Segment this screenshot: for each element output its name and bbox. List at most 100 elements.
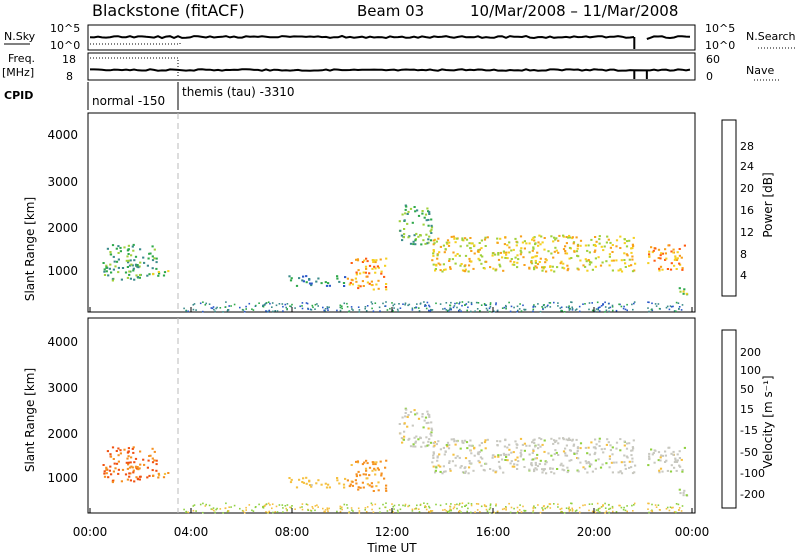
power-cell — [328, 284, 331, 287]
power-cell — [550, 252, 553, 255]
power-cell — [322, 306, 324, 309]
power-cell — [557, 302, 559, 304]
velocity-cell — [452, 438, 455, 441]
power-cell — [384, 305, 387, 307]
velocity-cell — [284, 505, 287, 507]
velocity-cell — [346, 507, 349, 509]
velocity-cell — [596, 502, 599, 505]
power-cell — [522, 304, 524, 307]
power-cell — [535, 266, 538, 269]
velocity-cell — [659, 456, 662, 459]
power-cell — [464, 304, 467, 306]
velocity-cell — [566, 466, 569, 469]
power-cell — [148, 273, 151, 276]
power-cell — [553, 301, 555, 304]
power-cell — [362, 285, 365, 287]
velocity-cell — [599, 466, 603, 469]
power-cell — [442, 263, 445, 266]
velocity-cell — [216, 507, 218, 510]
power-cell — [398, 303, 400, 305]
power-cell — [657, 257, 660, 259]
velocity-cell — [364, 507, 367, 509]
velocity-cell — [271, 507, 273, 510]
velocity-cell — [679, 492, 682, 495]
power-cell — [485, 307, 488, 310]
power-cell — [295, 284, 299, 287]
power-cell — [361, 280, 364, 283]
power-cell — [405, 205, 408, 208]
velocity-cell — [654, 504, 657, 506]
power-cell — [516, 241, 519, 244]
power-cell — [373, 265, 376, 268]
power-cell — [267, 301, 270, 303]
power-cell — [571, 236, 574, 239]
power-cell — [449, 304, 451, 307]
power-cell — [343, 285, 346, 287]
velocity-cell — [420, 445, 423, 448]
velocity-cell — [670, 464, 673, 467]
velocity-cell — [572, 444, 575, 447]
velocity-cell — [316, 504, 318, 506]
power-ytick: 1000 — [47, 264, 78, 278]
power-cell — [109, 253, 113, 256]
velocity-cell — [516, 456, 519, 459]
power-cell — [430, 228, 433, 231]
power-cell — [573, 250, 576, 253]
power-cell — [433, 242, 436, 245]
power-cell — [431, 259, 434, 262]
velocity-cell — [602, 504, 604, 506]
power-cell — [633, 269, 636, 272]
velocity-cell — [503, 507, 506, 510]
power-colorbar: Power [dB] 28 24 20 16 12 8 4 — [721, 119, 775, 297]
power-cell — [562, 262, 565, 265]
power-cell — [202, 301, 204, 303]
power-cell — [443, 268, 446, 271]
power-cell — [382, 302, 384, 305]
power-cell — [623, 259, 626, 261]
velocity-cell — [468, 460, 471, 462]
time-tick: 08:00 — [275, 525, 310, 539]
power-cell — [605, 241, 608, 244]
power-cell — [351, 279, 354, 282]
velocity-cell — [117, 460, 120, 463]
power-cell — [530, 262, 534, 265]
time-tick: 12:00 — [375, 525, 410, 539]
power-cell — [510, 305, 513, 308]
velocity-cell — [372, 463, 375, 466]
power-cell — [561, 266, 564, 269]
velocity-cell — [243, 511, 246, 514]
power-cell — [648, 255, 651, 258]
power-cell — [619, 303, 621, 306]
velocity-cell — [350, 507, 353, 509]
power-cell — [484, 245, 487, 247]
velocity-cell — [439, 504, 442, 507]
velocity-cell — [608, 455, 611, 458]
power-cell — [439, 245, 442, 248]
power-cell — [470, 242, 473, 245]
power-cell — [115, 260, 119, 263]
power-cell — [155, 261, 158, 264]
power-cell — [103, 270, 106, 273]
power-cell — [535, 255, 538, 258]
power-cell — [352, 309, 354, 311]
power-cell — [478, 248, 481, 251]
power-cell — [588, 308, 590, 311]
velocity-cell — [130, 465, 133, 468]
velocity-cell — [458, 510, 460, 513]
power-cell — [585, 260, 588, 263]
power-cell — [328, 306, 330, 309]
velocity-colorbar-tick: -50 — [740, 446, 758, 459]
velocity-cell — [406, 425, 409, 428]
velocity-cell — [306, 504, 309, 506]
velocity-cell — [426, 410, 429, 413]
velocity-cell — [357, 470, 360, 473]
power-cell — [310, 284, 313, 287]
velocity-cell — [648, 458, 651, 461]
power-cell — [448, 260, 451, 262]
velocity-cell — [587, 461, 590, 463]
velocity-cell — [559, 464, 562, 467]
power-cell — [516, 254, 519, 257]
velocity-cell — [265, 503, 268, 505]
power-cell — [495, 302, 497, 304]
freq-tick-high: 18 — [62, 53, 76, 66]
